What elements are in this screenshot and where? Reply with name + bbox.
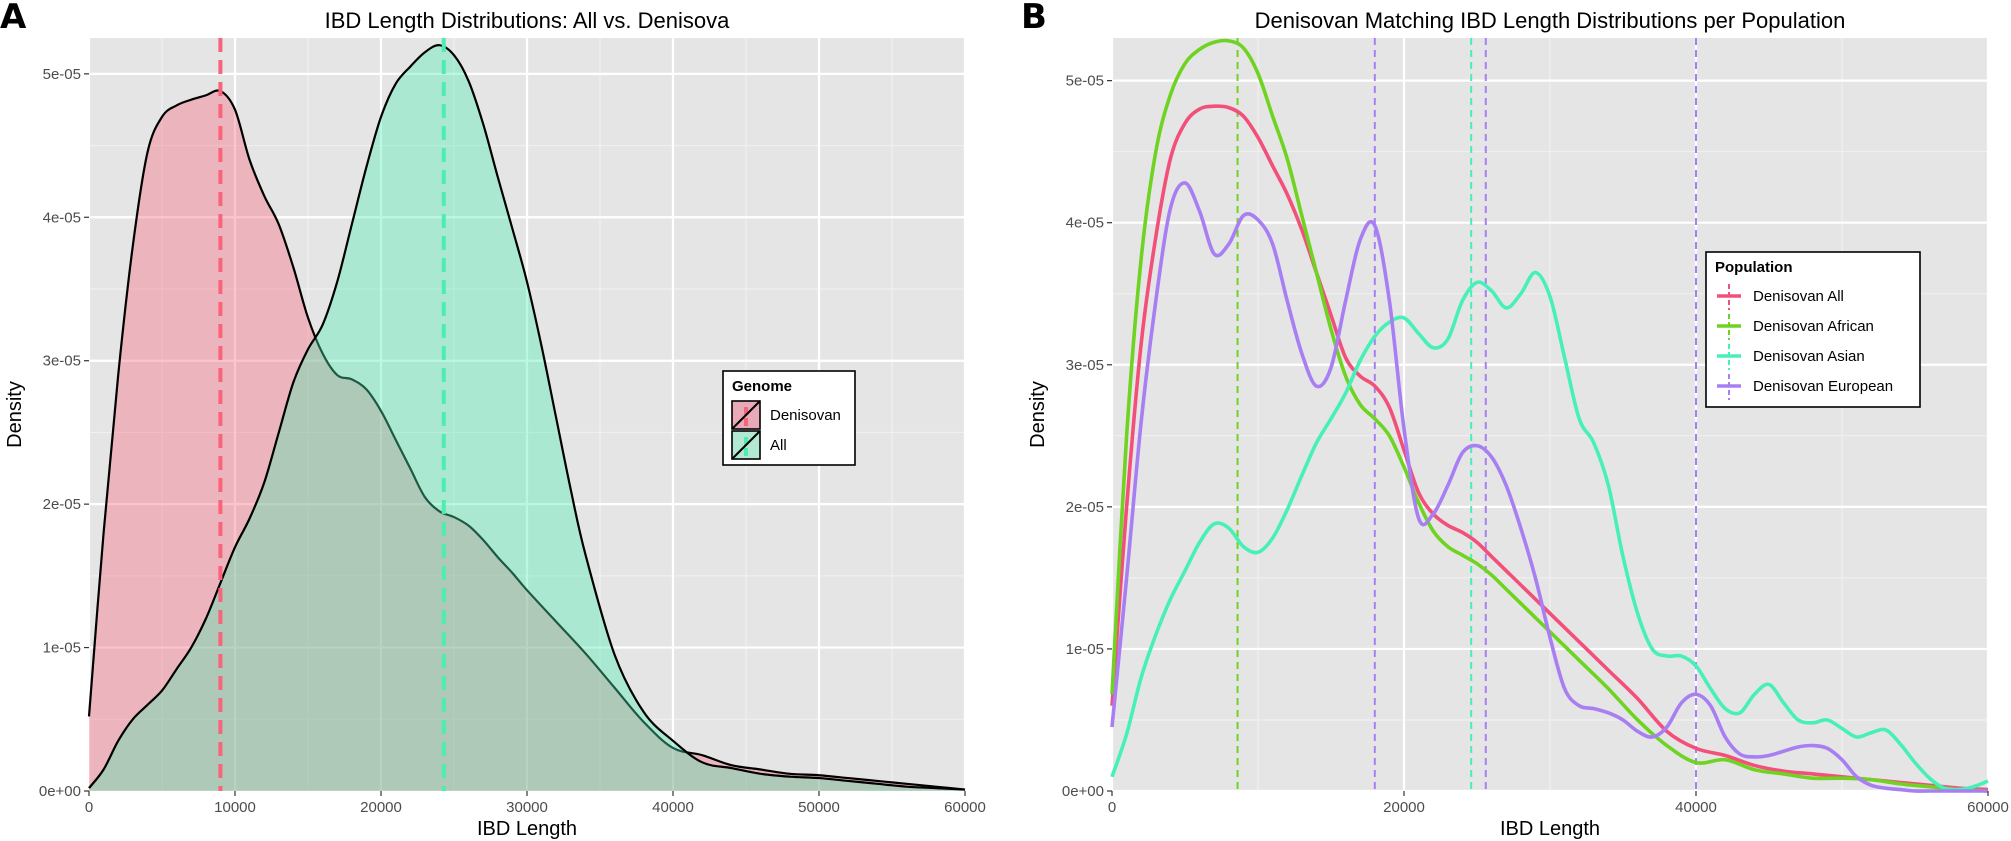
panel-b-y-tick-label: 0e+00 — [1062, 783, 1104, 800]
panel-a-x-tick-label: 40000 — [652, 799, 694, 816]
panel-b-legend-label-denisovan-european: Denisovan European — [1753, 378, 1893, 395]
panel-a-legend-key-all-diagonal — [731, 430, 761, 460]
panel-b-x-tick-label: 40000 — [1675, 799, 1717, 816]
panel-b-series-denisovan-all-line — [1110, 104, 1989, 792]
panel-a-y-tick-label: 2e-05 — [43, 496, 81, 513]
panel-b-legend: Population Denisovan All Denisovan African… — [1705, 251, 1921, 408]
panel-a-y-tick-label: 4e-05 — [43, 209, 81, 226]
panel-a-letter: A — [0, 0, 27, 37]
panel-a-chart: 0 10000 20000 30000 40000 50000 60000 0e+00 1e-0… — [4, 8, 986, 840]
panel-a-x-tick-label: 30000 — [506, 799, 548, 816]
panel-b-chart: 0 20000 40000 60000 0e+00 1e-05 2e-05 3e-05 4e-0… — [1027, 8, 2009, 840]
panel-a-y-tick-label: 1e-05 — [43, 640, 81, 657]
panel-a-series-all-outline — [88, 44, 966, 791]
panel-b-legend-label-denisovan-african: Denisovan African — [1753, 318, 1874, 335]
panel-b-x-axis-title: IBD Length — [1500, 818, 1600, 840]
panel-a-x-axis-title: IBD Length — [477, 818, 577, 840]
panel-b-y-tick-label: 1e-05 — [1066, 641, 1104, 658]
panel-b-x-tick-label: 0 — [1108, 799, 1116, 816]
panel-b-series-denisovan-asian-line — [1110, 270, 1989, 792]
panel-a-x-tick-label: 10000 — [214, 799, 256, 816]
panel-a-y-axis-title: Density — [4, 381, 26, 448]
panel-b-letter: B — [1021, 0, 1047, 37]
panel-a-legend-title: Genome — [732, 378, 792, 395]
panel-b-y-tick-label: 5e-05 — [1066, 73, 1104, 90]
panel-b-y-axis-title: Density — [1027, 381, 1049, 448]
panel-a-x-tick-label: 60000 — [944, 799, 986, 816]
panel-a-y-tick-label: 3e-05 — [43, 353, 81, 370]
panel-b-y-tick-label: 4e-05 — [1066, 215, 1104, 232]
panel-a-legend: Genome Denisovan All — [722, 370, 856, 466]
panel-a-x-tick-label: 0 — [85, 799, 93, 816]
panel-b-legend-box — [1705, 251, 1921, 408]
panel-b-legend-label-denisovan-asian: Denisovan Asian — [1753, 348, 1865, 365]
panel-a-legend-key-denisovan-diagonal — [731, 400, 761, 430]
panel-a-y-tick-label: 0e+00 — [39, 783, 81, 800]
panel-b-title: Denisovan Matching IBD Length Distributi… — [1255, 8, 1846, 33]
panel-a-x-tick-label: 20000 — [360, 799, 402, 816]
panel-b-x-tick-label: 60000 — [1967, 799, 2009, 816]
panel-b-series-denisovan-european-line — [1110, 181, 1988, 793]
panel-a-x-tick-label: 50000 — [798, 799, 840, 816]
panel-b-legend-title: Population — [1715, 259, 1793, 276]
panel-a-title: IBD Length Distributions: All vs. Deniso… — [325, 8, 731, 33]
panel-a-series-all-area — [89, 45, 965, 792]
panel-b-x-tick-label: 20000 — [1383, 799, 1425, 816]
panel-a-y-tick-label: 5e-05 — [43, 66, 81, 83]
panel-b-legend-label-denisovan-all: Denisovan All — [1753, 288, 1844, 305]
panel-a-series-denisovan-outline — [87, 89, 966, 791]
panel-b-y-tick-label: 2e-05 — [1066, 499, 1104, 516]
panel-a-series-denisovan-area — [89, 90, 965, 791]
panel-a-legend-label-all: All — [770, 437, 787, 454]
panel-b-y-tick-label: 3e-05 — [1066, 357, 1104, 374]
panel-a-legend-label-denisovan: Denisovan — [770, 407, 841, 424]
